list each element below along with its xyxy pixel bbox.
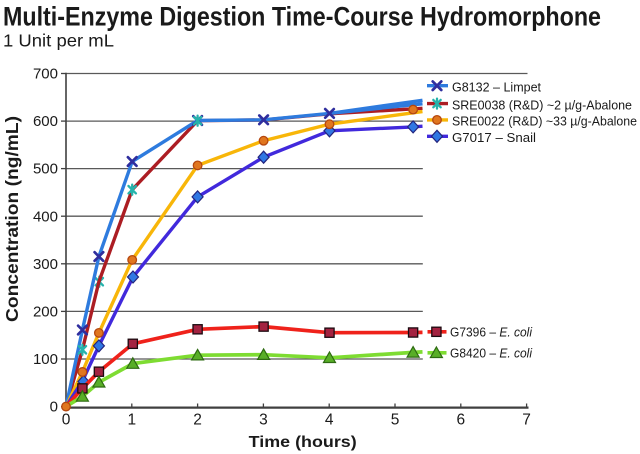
svg-text:4: 4 (325, 412, 334, 429)
svg-text:G8420 – E. coli: G8420 – E. coli (450, 345, 533, 360)
svg-text:0: 0 (62, 412, 71, 429)
svg-text:200: 200 (33, 304, 58, 321)
svg-text:7: 7 (522, 412, 531, 429)
svg-text:Concentration (ng/mL): Concentration (ng/mL) (2, 116, 22, 322)
svg-text:0: 0 (50, 399, 58, 416)
svg-text:2: 2 (193, 412, 202, 429)
svg-text:600: 600 (33, 113, 58, 130)
svg-text:3: 3 (259, 412, 268, 429)
svg-text:G8132 – Limpet: G8132 – Limpet (452, 79, 541, 94)
svg-text:5: 5 (391, 412, 400, 429)
svg-text:100: 100 (33, 351, 58, 368)
svg-text:G7017 – Snail: G7017 – Snail (452, 130, 536, 145)
svg-text:SRE0038 (R&D) ~2 µ/g-Abalone: SRE0038 (R&D) ~2 µ/g-Abalone (452, 97, 632, 112)
svg-text:500: 500 (33, 161, 58, 178)
svg-text:700: 700 (33, 66, 58, 83)
svg-text:SRE0022 (R&D) ~33 µ/g-Abalone: SRE0022 (R&D) ~33 µ/g-Abalone (452, 114, 637, 129)
svg-text:G7396 – E. coli: G7396 – E. coli (450, 324, 533, 339)
svg-text:1: 1 (127, 412, 136, 429)
svg-text:300: 300 (33, 256, 58, 273)
svg-text:400: 400 (33, 208, 58, 225)
svg-text:Time (hours): Time (hours) (249, 434, 357, 451)
svg-text:1 Unit per mL: 1 Unit per mL (3, 30, 114, 50)
svg-text:Multi-Enzyme Digestion Time-Co: Multi-Enzyme Digestion Time-Course Hydro… (3, 2, 601, 32)
svg-text:6: 6 (456, 412, 465, 429)
